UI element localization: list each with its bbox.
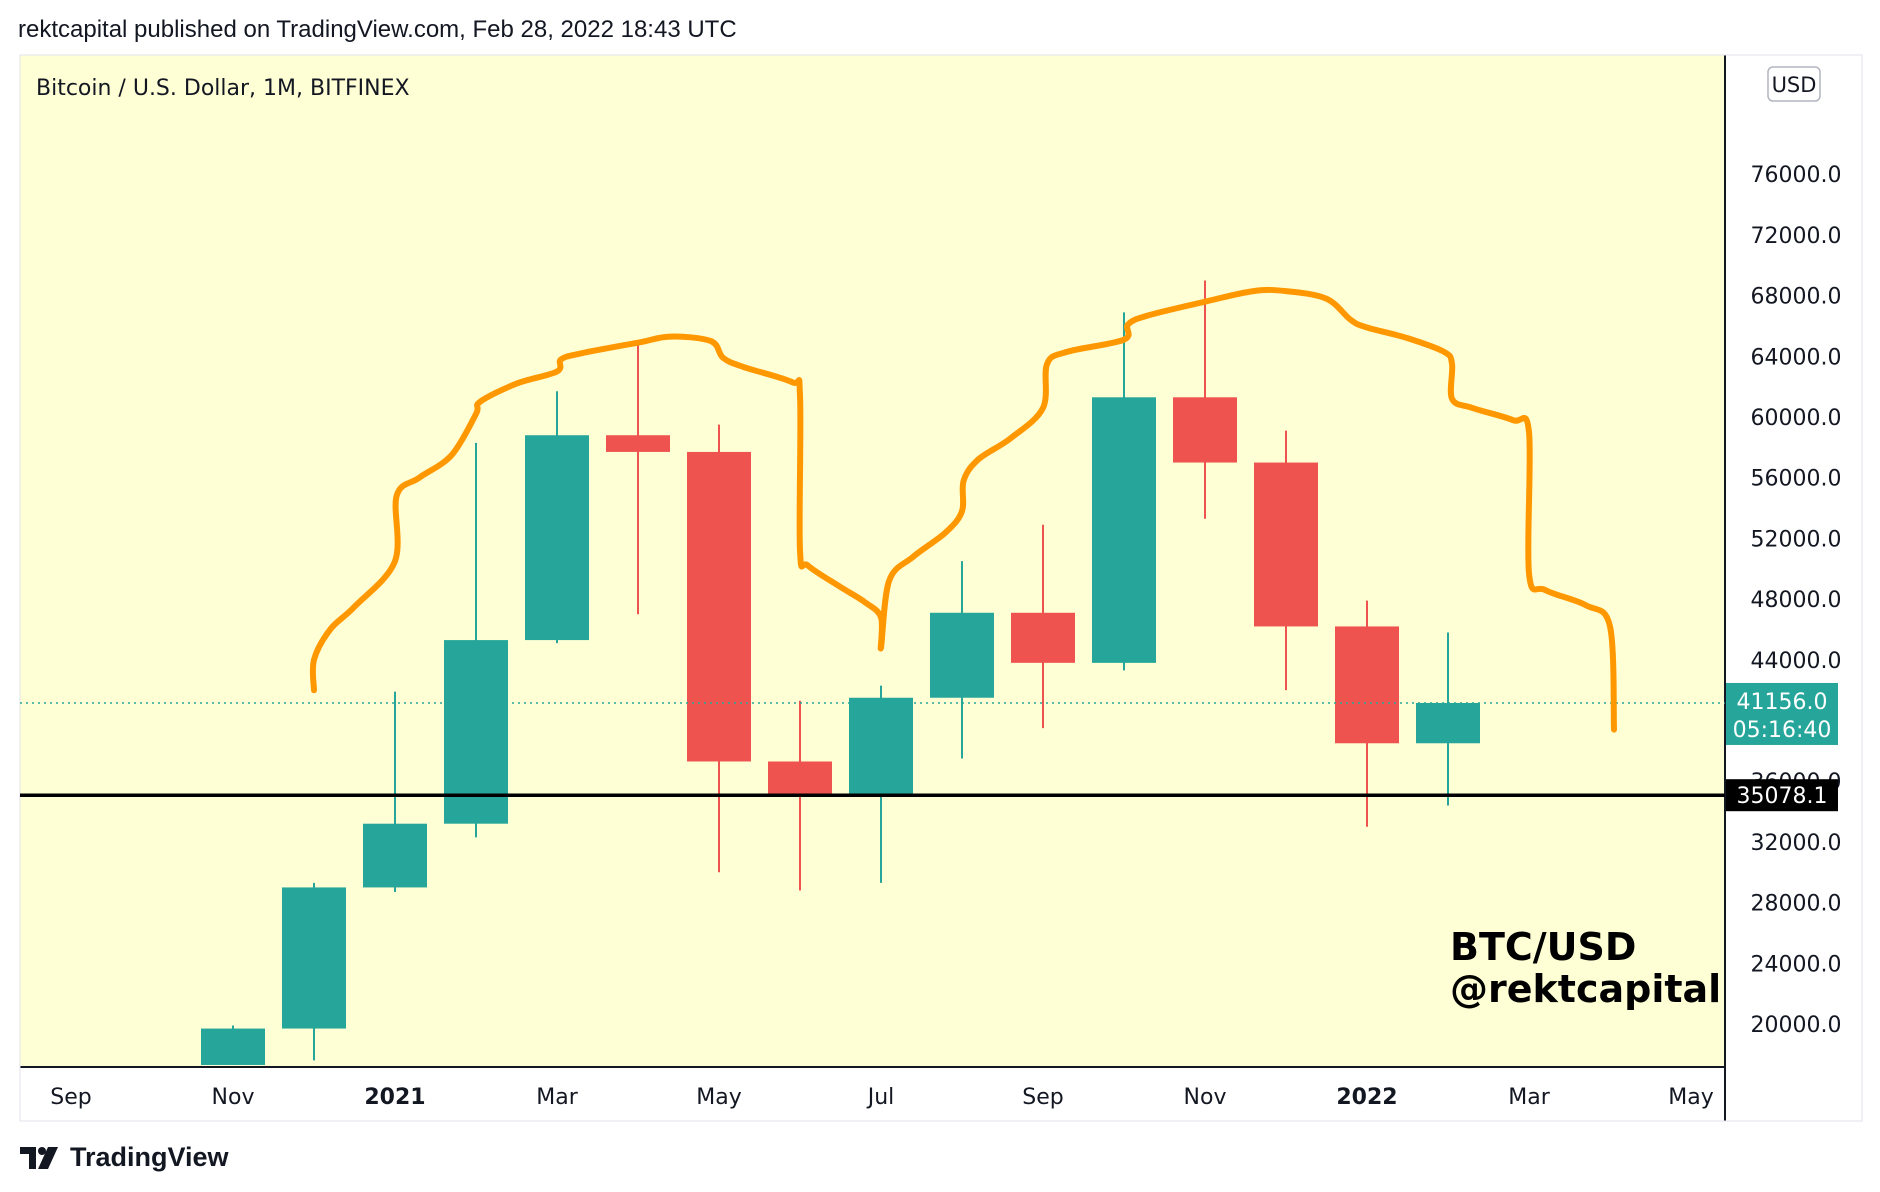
candle-body [201,1028,265,1065]
time-tick-label: Sep [50,1085,91,1110]
price-tick-label: 68000.0 [1751,285,1842,310]
candle-body [1335,626,1399,744]
candle-up[interactable] [201,1025,265,1065]
price-tick-label: 20000.0 [1751,1013,1842,1038]
price-axis-ticks: 20000.024000.028000.032000.036000.044000… [1751,163,1842,1038]
candle-body [444,640,508,824]
time-tick-label: Sep [1022,1085,1063,1110]
candle-body [606,435,670,452]
current-price-label: 41156.0 05:16:40 [1726,682,1838,745]
time-tick-label: Mar [1508,1085,1550,1110]
support-price-label: 35078.1 [1726,779,1838,812]
time-tick-label: 2021 [364,1085,425,1110]
price-tick-label: 32000.0 [1751,831,1842,856]
candle-up[interactable] [849,685,913,883]
time-tick-label: Nov [1184,1085,1227,1110]
currency-badge-box [1767,66,1821,102]
price-tick-label: 60000.0 [1751,406,1842,431]
candle-body [363,823,427,888]
chart-frame [19,54,1863,1122]
candle-body [687,451,751,762]
price-tick-label: 56000.0 [1751,467,1842,492]
time-axis-background [20,1068,1724,1121]
candle-body [282,887,346,1029]
candle-up[interactable] [444,442,508,838]
currency-label: USD [1772,73,1817,97]
candle-up[interactable] [930,561,994,759]
candle-down[interactable] [606,344,670,615]
overlays-layer [20,286,1725,797]
support-price-label-box [1726,779,1838,812]
price-tick-label: 64000.0 [1751,345,1842,370]
candle-down[interactable] [687,424,751,873]
chart-title: Bitcoin / U.S. Dollar, 1M, BITFINEX [36,76,410,101]
price-tick-label: 72000.0 [1751,224,1842,249]
time-tick-label: May [1668,1085,1713,1110]
candle-up[interactable] [282,882,346,1061]
support-price-value: 35078.1 [1737,784,1828,809]
candle-body [768,761,832,797]
candle-up[interactable] [1092,312,1156,671]
price-tick-label: 48000.0 [1751,588,1842,613]
candle-countdown: 05:16:40 [1733,718,1832,743]
price-labels-layer: 41156.0 05:16:40 35078.1 [1726,682,1838,812]
candle-body [1011,612,1075,663]
candle-down[interactable] [1335,600,1399,827]
price-tick-label: 28000.0 [1751,892,1842,917]
price-tick-label: 24000.0 [1751,952,1842,977]
tradingview-logo-text: TradingView [70,1142,229,1172]
candle-body [525,435,589,641]
candle-body [1416,702,1480,744]
tradingview-logo-icon [20,1146,58,1169]
candle-down[interactable] [768,700,832,891]
candle-up[interactable] [363,691,427,892]
annotation-curve[interactable] [309,286,1617,733]
time-tick-label: 2022 [1336,1085,1397,1110]
tradingview-logo[interactable]: TradingView [20,1142,229,1173]
candle-body [1254,462,1318,627]
publish-header: rektcapital published on TradingView.com… [18,16,737,43]
currency-badge[interactable]: USD [1767,66,1821,102]
candle-body [1173,397,1237,463]
price-tick-label: 76000.0 [1751,163,1842,188]
time-axis-ticks: Sep Nov 2021 Mar May Jul Sep Nov 2022 Mar May [50,1085,1713,1110]
price-tick-label: 52000.0 [1751,527,1842,552]
time-tick-label: Nov [212,1085,255,1110]
candle-down[interactable] [1011,524,1075,729]
candle-down[interactable] [1254,430,1318,691]
time-tick-label: Jul [866,1085,895,1110]
current-price-value: 41156.0 [1737,690,1828,715]
time-tick-label: Mar [536,1085,578,1110]
current-price-label-box [1726,682,1838,745]
candle-up[interactable] [1416,632,1480,806]
candle-down[interactable] [1173,280,1237,519]
price-axis-background [1726,55,1862,1121]
candle-body [849,697,913,797]
candle-body [1092,397,1156,663]
watermark-symbol: BTC/USD [1450,925,1636,969]
time-tick-label: May [696,1085,741,1110]
candle-up[interactable] [525,391,589,644]
price-tick-label: 44000.0 [1751,649,1842,674]
candle-body [930,612,994,698]
candles-layer [201,280,1480,1065]
watermark-author: @rektcapital [1450,967,1721,1011]
